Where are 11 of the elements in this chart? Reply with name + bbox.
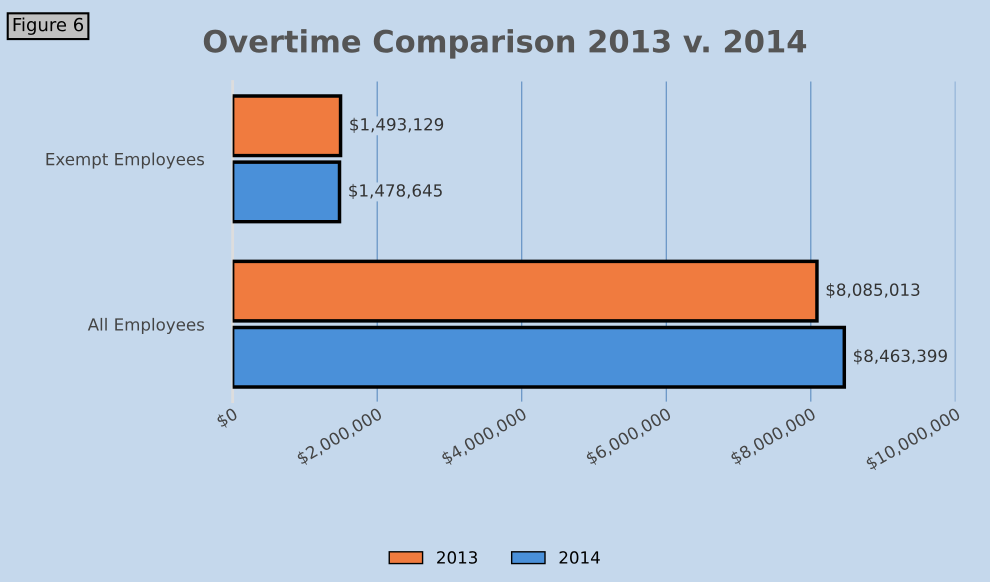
data-label: $8,085,013	[826, 283, 920, 298]
x-tick-label: $0	[215, 406, 240, 430]
data-label: $1,493,129	[350, 118, 444, 133]
legend-label: 2014	[560, 551, 600, 564]
data-label: $8,463,399	[854, 349, 947, 364]
chart-title: Overtime Comparison 2013 v. 2014	[204, 29, 806, 59]
legend-label: 2013	[437, 551, 477, 564]
data-label: $1,478,645	[349, 184, 442, 199]
caption: Figure 6	[14, 17, 84, 35]
y-tick-label: Exempt Employees	[46, 152, 204, 169]
y-tick-label: All Employees	[88, 318, 204, 334]
